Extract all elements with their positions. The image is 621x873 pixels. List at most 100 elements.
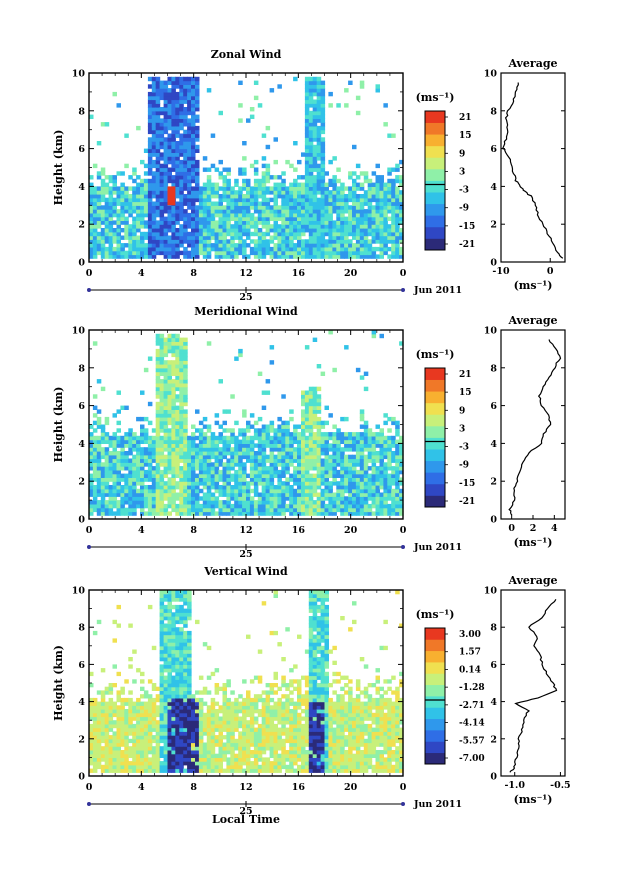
x-tick-label: 4 — [138, 268, 145, 279]
y-axis-label: Height (km) — [52, 645, 65, 721]
y-tick-label: 4 — [78, 697, 85, 708]
average-profile: 0 2 4 6 8 10 0 2 4 Average (ms⁻¹) — [484, 314, 566, 549]
avg-y-tick-label: 10 — [484, 586, 498, 597]
panel-title: Zonal Wind — [211, 48, 282, 61]
y-tick-label: 2 — [78, 220, 85, 231]
colorbar: 21 15 9 3 -3 -9 -15 -21 (ms⁻¹) — [416, 91, 475, 251]
heatmap-field — [89, 590, 404, 773]
y-tick-label: 8 — [78, 106, 85, 117]
y-tick-label: 2 — [78, 477, 85, 488]
x-tick-label: 8 — [190, 268, 197, 279]
colorbar-tick-label: 9 — [459, 406, 465, 416]
colorbar-unit: (ms⁻¹) — [416, 91, 455, 104]
avg-y-tick-label: 6 — [490, 660, 497, 671]
avg-x-tick-label: 0 — [508, 523, 515, 534]
x-tick-label: 16 — [292, 268, 306, 279]
avg-y-tick-label: 2 — [490, 734, 497, 745]
colorbar-unit: (ms⁻¹) — [416, 608, 455, 621]
colorbar-tick-label: -9 — [459, 204, 469, 214]
day-label: 25 — [239, 549, 252, 560]
colorbar-tick-label: -15 — [459, 222, 475, 232]
day-label: 25 — [239, 806, 252, 817]
y-tick-label: 6 — [78, 144, 85, 155]
x-tick-label: 0 — [86, 525, 93, 536]
colorbar-tick-label: -3 — [459, 443, 469, 453]
avg-y-tick-label: 4 — [490, 439, 497, 450]
colorbar-tick-label: 21 — [459, 370, 472, 380]
avg-title: Average — [507, 314, 557, 327]
avg-y-tick-label: 0 — [490, 772, 497, 783]
colorbar-tick-label: -21 — [459, 240, 475, 250]
avg-y-tick-label: 8 — [490, 106, 497, 117]
colorbar-tick-label: -7.00 — [459, 754, 485, 764]
y-tick-label: 2 — [78, 734, 85, 745]
panel-title: Vertical Wind — [203, 565, 288, 578]
x-tick-label: 20 — [344, 525, 358, 536]
y-tick-label: 6 — [78, 401, 85, 412]
day-label: 25 — [239, 292, 252, 303]
hot-spot — [167, 186, 176, 206]
x-tick-label: 0 — [86, 782, 93, 793]
avg-title: Average — [507, 57, 557, 70]
colorbar-tick-label: -1.28 — [459, 683, 485, 693]
average-profile: 0 2 4 6 8 10 -1.0 -0.5 Average (ms⁻¹) — [484, 574, 571, 806]
y-tick-label: 0 — [78, 772, 85, 783]
panel-title: Meridional Wind — [194, 305, 298, 318]
x-tick-label: 12 — [239, 525, 252, 536]
y-tick-label: 4 — [78, 439, 85, 450]
heatmap-field — [89, 330, 404, 516]
colorbar-tick-label: -21 — [459, 497, 475, 507]
avg-y-tick-label: 2 — [490, 477, 497, 488]
x-tick-label: 12 — [239, 782, 252, 793]
colorbar-tick-label: -15 — [459, 479, 475, 489]
x-tick-label: 16 — [292, 782, 306, 793]
x-tick-label: 0 — [86, 268, 93, 279]
heatmap-field — [89, 76, 404, 259]
avg-x-label: (ms⁻¹) — [514, 279, 553, 292]
y-tick-label: 0 — [78, 258, 85, 269]
colorbar-tick-label: -4.14 — [459, 719, 485, 729]
x-tick-label: 8 — [190, 525, 197, 536]
avg-y-tick-label: 8 — [490, 363, 497, 374]
colorbar-tick-label: 3 — [459, 424, 465, 434]
avg-title: Average — [507, 574, 557, 587]
y-tick-label: 10 — [72, 69, 86, 80]
avg-y-tick-label: 10 — [484, 326, 498, 337]
average-line — [509, 598, 558, 773]
avg-y-tick-label: 4 — [490, 697, 497, 708]
x-tick-label: 0 — [400, 525, 407, 536]
colorbar-tick-label: -2.71 — [459, 701, 485, 711]
date-label: Jun 2011 — [413, 542, 462, 553]
colorbar-unit: (ms⁻¹) — [416, 348, 455, 361]
avg-y-tick-label: 4 — [490, 182, 497, 193]
y-tick-label: 6 — [78, 660, 85, 671]
colorbar-tick-label: 15 — [459, 388, 472, 398]
average-line — [501, 82, 564, 259]
x-tick-label: 12 — [239, 268, 252, 279]
y-tick-label: 4 — [78, 182, 85, 193]
colorbar: 21 15 9 3 -3 -9 -15 -21 (ms⁻¹) — [416, 348, 475, 508]
avg-x-label: (ms⁻¹) — [514, 536, 553, 549]
avg-y-tick-label: 0 — [490, 258, 497, 269]
colorbar: 3.00 1.57 0.14 -1.28 -2.71 -4.14 -5.57 -7.00 (ms… — [416, 608, 485, 765]
y-tick-label: 10 — [72, 586, 86, 597]
x-axis-label: Local Time — [212, 813, 280, 826]
colorbar-tick-label: 3.00 — [459, 630, 481, 640]
y-tick-label: 8 — [78, 623, 85, 634]
avg-x-label: (ms⁻¹) — [514, 793, 553, 806]
average-line — [508, 339, 562, 516]
x-tick-label: 8 — [190, 782, 197, 793]
avg-y-tick-label: 6 — [490, 401, 497, 412]
avg-x-tick-label: -1.0 — [504, 780, 525, 791]
y-tick-label: 10 — [72, 326, 86, 337]
y-axis-label: Height (km) — [52, 387, 65, 463]
x-tick-label: 20 — [344, 782, 358, 793]
avg-y-tick-label: 6 — [490, 144, 497, 155]
colorbar-tick-label: 3 — [459, 167, 465, 177]
avg-y-tick-label: 10 — [484, 69, 498, 80]
y-tick-label: 8 — [78, 363, 85, 374]
